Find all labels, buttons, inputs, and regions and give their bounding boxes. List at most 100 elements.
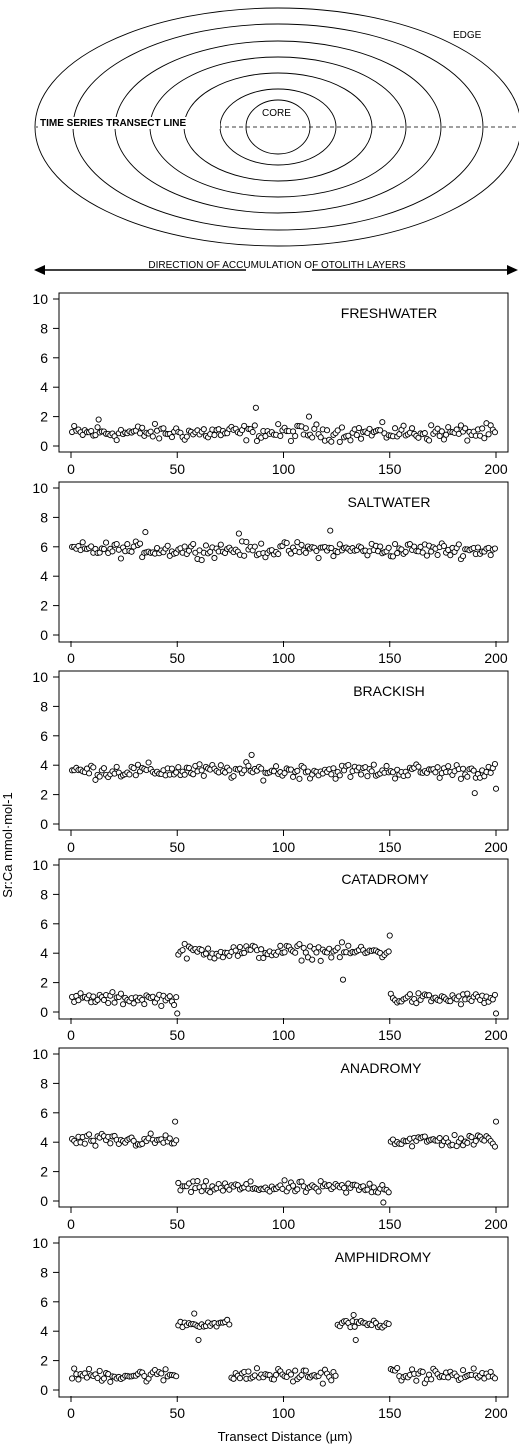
- data-point: [290, 1182, 297, 1189]
- data-point: [307, 943, 314, 950]
- y-tick-label: 4: [40, 757, 48, 773]
- y-tick-label: 10: [32, 480, 48, 496]
- data-point: [394, 1364, 401, 1372]
- data-point: [141, 1001, 148, 1008]
- data-point: [380, 1199, 387, 1206]
- data-point: [415, 990, 422, 997]
- data-point: [487, 552, 494, 559]
- data-point: [198, 557, 205, 564]
- direction-label: DIRECTION OF ACCUMULATION OF OTOLITH LAY…: [148, 260, 406, 271]
- data-point: [294, 539, 301, 546]
- data-point: [317, 434, 324, 441]
- y-tick-label: 6: [40, 916, 48, 932]
- data-point: [440, 542, 447, 550]
- data-point: [290, 773, 297, 780]
- data-point: [409, 425, 416, 432]
- data-point: [492, 1118, 500, 1125]
- transect-label: TIME SERIES TRANSECT LINE: [40, 118, 186, 129]
- data-point: [198, 1188, 205, 1195]
- data-point: [92, 1142, 99, 1149]
- data-point: [300, 764, 307, 771]
- data-point: [443, 431, 450, 438]
- x-tick-label: 50: [169, 839, 185, 855]
- data-point: [241, 949, 248, 956]
- data-point: [86, 1366, 93, 1373]
- x-tick-label: 0: [67, 650, 75, 666]
- otolith-ring-edge: [34, 7, 519, 247]
- x-tick-label: 200: [484, 650, 508, 666]
- data-point: [190, 540, 197, 548]
- data-point: [245, 1368, 252, 1375]
- data-point: [207, 1189, 214, 1196]
- data-point: [109, 989, 116, 996]
- y-tick-label: 0: [40, 438, 48, 454]
- data-point: [137, 430, 144, 437]
- x-tick-label: 150: [378, 1405, 402, 1421]
- data-point: [90, 1137, 97, 1144]
- x-tick-label: 150: [378, 461, 402, 477]
- data-point: [124, 541, 131, 548]
- data-point: [145, 759, 152, 766]
- data-point: [338, 939, 345, 946]
- data-point: [334, 944, 341, 951]
- data-point: [302, 549, 309, 556]
- data-point: [83, 765, 90, 772]
- data-point: [173, 1137, 180, 1144]
- data-point: [474, 544, 481, 551]
- data-point: [137, 540, 144, 547]
- edge-label: EDGE: [453, 30, 482, 41]
- data-point: [481, 435, 488, 442]
- data-point: [248, 751, 255, 758]
- data-point: [147, 1130, 154, 1137]
- data-point: [338, 424, 345, 431]
- data-point: [364, 1186, 371, 1193]
- data-point: [202, 542, 209, 549]
- data-point: [336, 772, 343, 779]
- data-point: [385, 948, 392, 955]
- y-tick-label: 6: [40, 728, 48, 744]
- y-tick-label: 10: [32, 1046, 48, 1062]
- x-tick-label: 200: [484, 839, 508, 855]
- data-point: [92, 776, 99, 783]
- data-point: [364, 773, 371, 780]
- data-point: [328, 954, 335, 961]
- data-point: [298, 1178, 305, 1185]
- data-point: [235, 530, 242, 537]
- data-point: [336, 954, 343, 961]
- x-tick-label: 100: [272, 461, 296, 477]
- data-point: [130, 1000, 137, 1007]
- data-point: [379, 419, 386, 426]
- data-point: [434, 764, 441, 771]
- data-point: [464, 437, 471, 444]
- data-point: [181, 771, 188, 778]
- core-label: CORE: [262, 108, 291, 119]
- data-point: [328, 1377, 335, 1384]
- data-point: [173, 769, 180, 776]
- x-tick-label: 0: [67, 461, 75, 477]
- data-point: [219, 1187, 226, 1194]
- data-point: [243, 437, 250, 444]
- data-point: [296, 941, 303, 948]
- y-tick-label: 8: [40, 698, 48, 714]
- data-point: [251, 422, 258, 429]
- data-point: [460, 553, 467, 560]
- data-point: [139, 424, 146, 431]
- x-axis-label: Transect Distance (µm): [218, 1429, 353, 1444]
- data-point: [211, 431, 218, 439]
- data-point: [149, 433, 156, 440]
- data-point: [71, 1365, 78, 1372]
- data-point: [470, 767, 477, 774]
- data-point: [183, 433, 190, 440]
- data-point: [445, 1374, 452, 1381]
- data-point: [107, 1378, 114, 1385]
- data-point: [447, 998, 454, 1005]
- data-point: [336, 541, 343, 548]
- data-point: [491, 761, 498, 768]
- data-point: [330, 553, 337, 560]
- data-point: [247, 1178, 254, 1185]
- y-tick-label: 2: [40, 598, 48, 614]
- data-point: [252, 404, 259, 411]
- y-tick-label: 8: [40, 320, 48, 336]
- data-point: [339, 976, 347, 983]
